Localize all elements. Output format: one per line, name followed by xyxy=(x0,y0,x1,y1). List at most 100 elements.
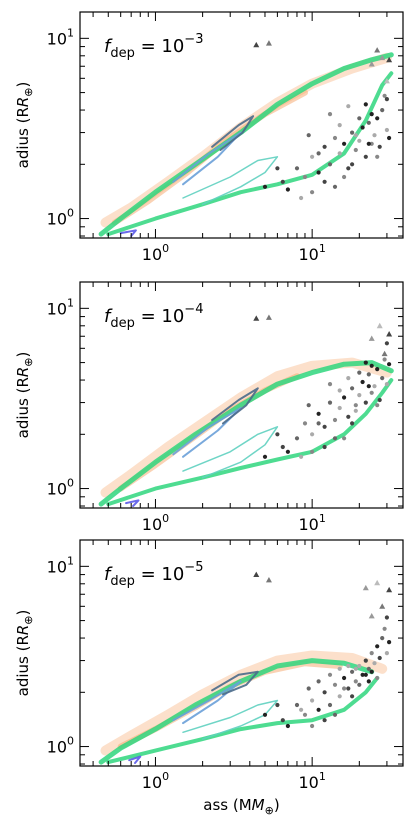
data-point xyxy=(350,694,355,699)
data-point xyxy=(384,341,389,346)
triangle-point xyxy=(376,322,383,329)
data-point xyxy=(353,408,358,413)
data-point xyxy=(294,436,300,441)
data-point xyxy=(294,166,300,171)
data-point xyxy=(353,666,358,671)
data-point xyxy=(363,672,368,677)
data-point xyxy=(366,666,371,671)
contour-line xyxy=(172,131,242,186)
data-point xyxy=(342,675,347,681)
data-point xyxy=(310,449,315,454)
data-point xyxy=(332,712,338,717)
data-point xyxy=(357,682,362,687)
data-point xyxy=(366,120,371,125)
data-point xyxy=(387,640,392,645)
fdep-annotation: fdep = 10−3 xyxy=(104,32,203,61)
data-point xyxy=(332,135,338,141)
data-point xyxy=(262,712,268,717)
data-point xyxy=(299,195,304,201)
x-tick-label: 101 xyxy=(298,242,325,264)
data-point xyxy=(316,421,321,426)
triangle-point xyxy=(383,77,390,84)
data-point xyxy=(275,702,280,708)
data-point xyxy=(363,102,368,107)
contour-line xyxy=(106,378,394,507)
data-point xyxy=(387,135,392,141)
data-point xyxy=(366,679,371,684)
contour-line xyxy=(182,699,279,740)
data-point xyxy=(332,436,338,441)
data-point xyxy=(299,707,304,712)
data-point xyxy=(316,679,321,684)
data-point xyxy=(346,686,351,691)
y-axis-label: adius (RR⊕) xyxy=(14,82,35,169)
data-point xyxy=(369,651,374,656)
data-point xyxy=(360,672,365,677)
data-point xyxy=(337,405,342,411)
data-point xyxy=(280,179,285,184)
data-point xyxy=(382,626,387,631)
contour-line xyxy=(211,670,259,696)
y-axis-label: adius (RR⊕) xyxy=(14,352,35,439)
data-point xyxy=(306,133,311,138)
data-point xyxy=(310,190,315,195)
data-point xyxy=(366,384,371,389)
triangle-point xyxy=(265,314,272,320)
triangle-point xyxy=(265,576,272,583)
data-point xyxy=(375,403,380,408)
data-point xyxy=(322,424,327,429)
triangle-point xyxy=(386,331,393,337)
x-tick-label: 100 xyxy=(142,512,169,534)
data-point xyxy=(353,403,358,408)
data-point xyxy=(384,651,389,656)
data-point xyxy=(306,403,311,408)
data-point xyxy=(275,166,280,171)
data-point xyxy=(337,666,342,671)
contour-line xyxy=(172,407,242,458)
data-point xyxy=(322,144,327,149)
data-point xyxy=(366,372,371,377)
data-point xyxy=(375,644,380,649)
data-point xyxy=(375,675,380,681)
data-point xyxy=(332,682,338,687)
data-point xyxy=(262,454,268,459)
data-point xyxy=(262,184,268,189)
axes-frame xyxy=(79,281,404,509)
data-point xyxy=(369,363,374,368)
data-point xyxy=(342,141,347,146)
data-point xyxy=(310,154,315,159)
data-point xyxy=(346,663,351,669)
data-point xyxy=(327,382,333,387)
y-tick-label: 100 xyxy=(47,207,74,229)
data-point xyxy=(316,151,321,156)
x-tick-label: 101 xyxy=(298,770,325,792)
data-point xyxy=(342,686,347,691)
x-tick-label: 101 xyxy=(298,512,325,534)
plot-area xyxy=(98,314,394,507)
data-point xyxy=(316,707,321,712)
contour-line xyxy=(128,755,142,764)
data-point xyxy=(285,723,290,729)
data-point xyxy=(346,166,351,171)
data-point xyxy=(372,661,377,666)
x-tick-label: 100 xyxy=(142,242,169,264)
triangle-point xyxy=(386,586,393,593)
data-point xyxy=(294,702,300,708)
data-point xyxy=(327,702,333,708)
data-point xyxy=(369,390,374,395)
data-point xyxy=(387,362,392,367)
triangle-point xyxy=(368,613,375,619)
data-point xyxy=(280,444,285,450)
data-point xyxy=(377,144,382,149)
data-point xyxy=(380,108,385,113)
data-point xyxy=(372,384,377,389)
data-point xyxy=(384,615,389,620)
axes-frame xyxy=(79,539,404,767)
data-point xyxy=(310,432,315,437)
data-point xyxy=(369,112,374,117)
data-point xyxy=(316,411,321,416)
data-point xyxy=(353,133,358,138)
data-point xyxy=(332,417,338,423)
data-point xyxy=(316,170,321,175)
data-point xyxy=(346,414,351,419)
